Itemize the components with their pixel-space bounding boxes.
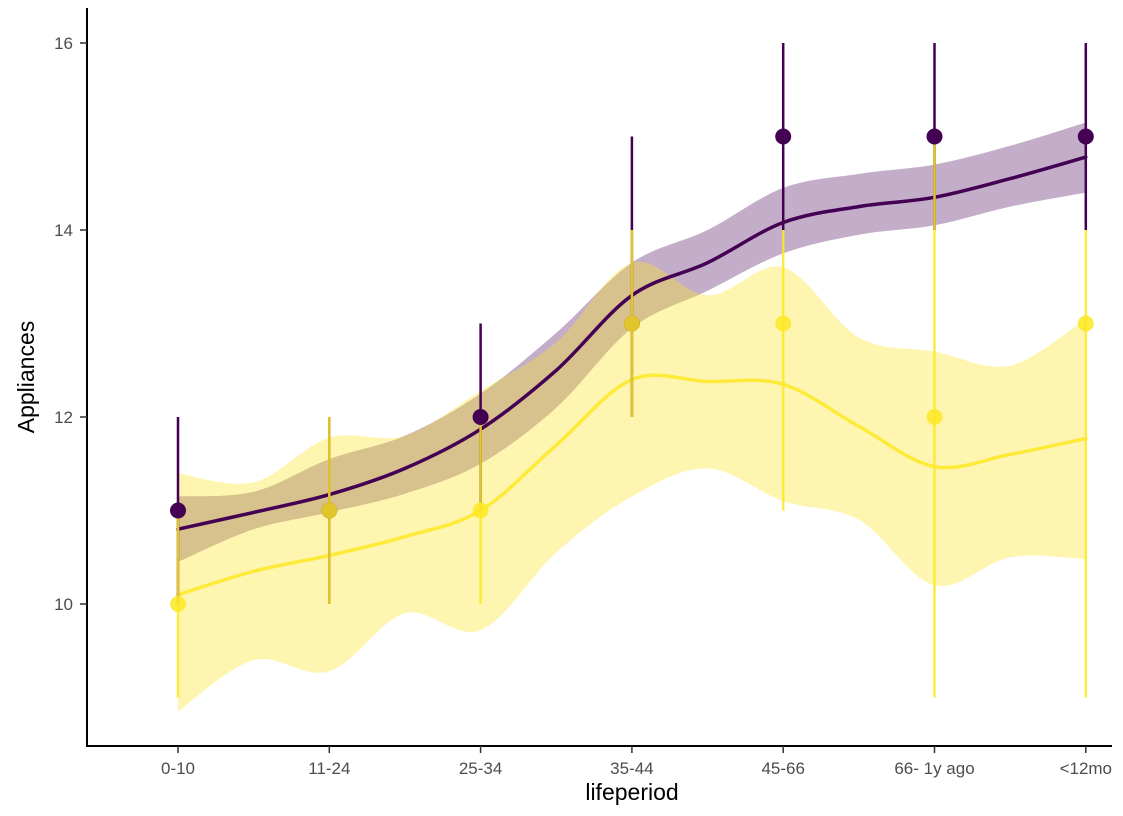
x-tick-label-4: 45-66 [761,759,804,778]
series-1-point-6 [1077,315,1094,332]
x-tick-label-6: <12mo [1060,759,1112,778]
series-1-ribbon [178,261,1086,712]
x-tick-label-3: 35-44 [610,759,653,778]
y-tick-label-10: 10 [54,595,73,614]
x-tick-label-2: 25-34 [459,759,502,778]
y-tick-label-16: 16 [54,34,73,53]
series-1-point-5 [926,409,943,425]
series-1-point-1 [321,502,338,519]
x-axis-title: lifeperiod [585,779,678,805]
series-1-point-4 [775,315,792,332]
y-tick-label-14: 14 [54,221,73,240]
y-axis-title: Appliances [13,321,39,434]
confidence-ribbons [178,122,1086,712]
series-0-point-5 [926,128,943,145]
data-points [170,128,1094,612]
series-0-point-2 [472,409,489,425]
series-1-point-3 [623,315,640,332]
series-1-smooth-line [176,373,1088,597]
series-0-ribbon [178,122,1086,562]
x-tick-label-5: 66- 1y ago [894,759,974,778]
x-tick-label-0: 0-10 [161,759,195,778]
series-0-point-0 [170,502,186,519]
series-0-point-6 [1077,128,1094,145]
series-0-point-4 [775,128,792,145]
x-tick-label-1: 11-24 [308,759,350,778]
series-1-point-0 [170,596,186,612]
y-tick-label-12: 12 [54,408,73,427]
x-axis-ticks: 0-10 11-24 25-34 35-44 45-66 66- 1y ago <12mo [161,746,1112,778]
series-1-point-2 [472,502,489,519]
y-axis-ticks: 10 12 14 16 [54,34,87,614]
